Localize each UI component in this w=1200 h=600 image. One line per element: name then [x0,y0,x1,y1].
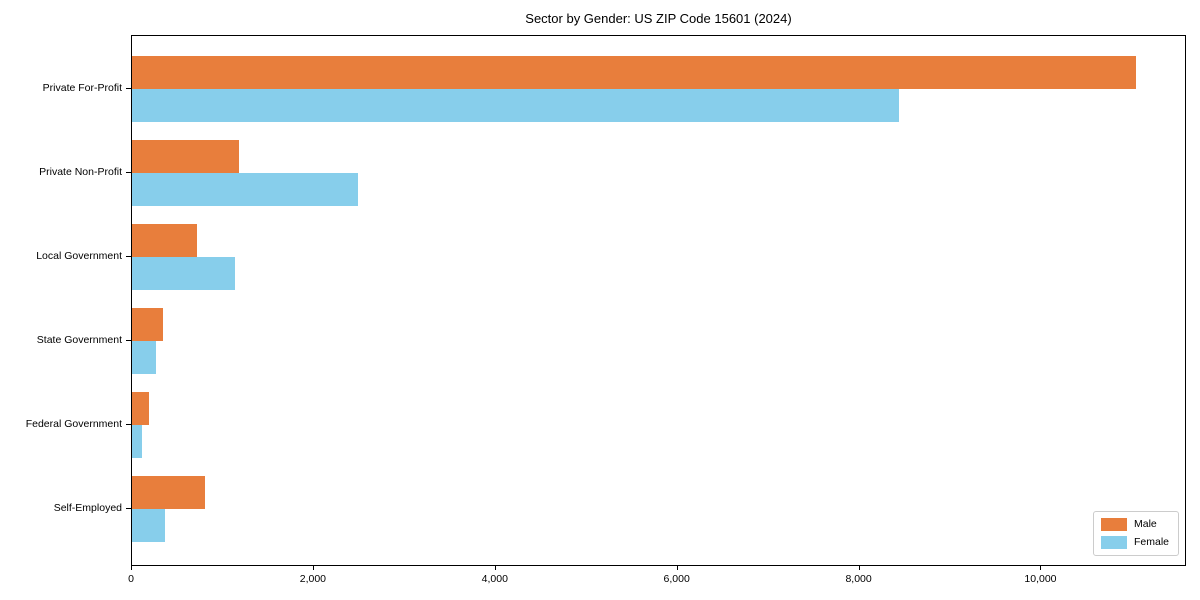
ytick-mark-self-employed [126,508,131,509]
ytick-mark-private-non-profit [126,172,131,173]
ytick-label-private-non-profit: Private Non-Profit [39,166,122,178]
bar-male-self-employed [132,476,205,509]
legend-entry-male: Male [1100,518,1169,531]
ytick-label-federal-government: Federal Government [25,418,122,430]
bar-male-private-for-profit [132,56,1136,89]
xtick-mark-2000 [312,566,314,570]
xtick-label-8000: 8,000 [845,573,872,585]
xtick-label-10000: 10,000 [1024,573,1057,585]
ytick-mark-federal-government [126,424,131,425]
legend-label-male: Male [1133,518,1157,530]
ytick-mark-state-government [126,340,131,341]
bar-female-federal-government [132,425,142,458]
xtick-mark-0 [131,566,132,570]
plot-area: Male Female [131,35,1186,566]
xtick-label-4000: 4,000 [481,573,508,585]
chart-title: Sector by Gender: US ZIP Code 15601 (202… [525,11,792,26]
ytick-mark-private-for-profit [126,88,131,89]
xtick-mark-10000 [1040,566,1042,570]
bar-male-state-government [132,308,163,341]
bar-female-state-government [132,341,156,374]
bar-male-private-non-profit [132,140,239,173]
ytick-label-state-government: State Government [36,334,122,346]
legend-swatch-male [1100,518,1127,531]
xtick-label-6000: 6,000 [663,573,690,585]
bar-male-local-government [132,224,197,257]
legend-entry-female: Female [1100,536,1169,549]
ytick-label-local-government: Local Government [36,250,122,262]
bar-female-private-non-profit [132,173,358,206]
ytick-label-self-employed: Self-Employed [53,502,122,514]
legend-swatch-female [1100,536,1127,549]
ytick-label-private-for-profit: Private For-Profit [42,82,122,94]
xtick-mark-4000 [494,566,496,570]
ytick-mark-local-government [126,256,131,257]
bar-female-self-employed [132,509,165,542]
xtick-label-0: 0 [128,573,134,585]
bar-female-local-government [132,257,235,290]
xtick-mark-8000 [858,566,860,570]
bar-male-federal-government [132,392,149,425]
xtick-mark-6000 [676,566,678,570]
legend: Male Female [1092,511,1179,556]
legend-label-female: Female [1133,536,1169,548]
bar-female-private-for-profit [132,89,899,122]
xtick-label-2000: 2,000 [299,573,327,585]
